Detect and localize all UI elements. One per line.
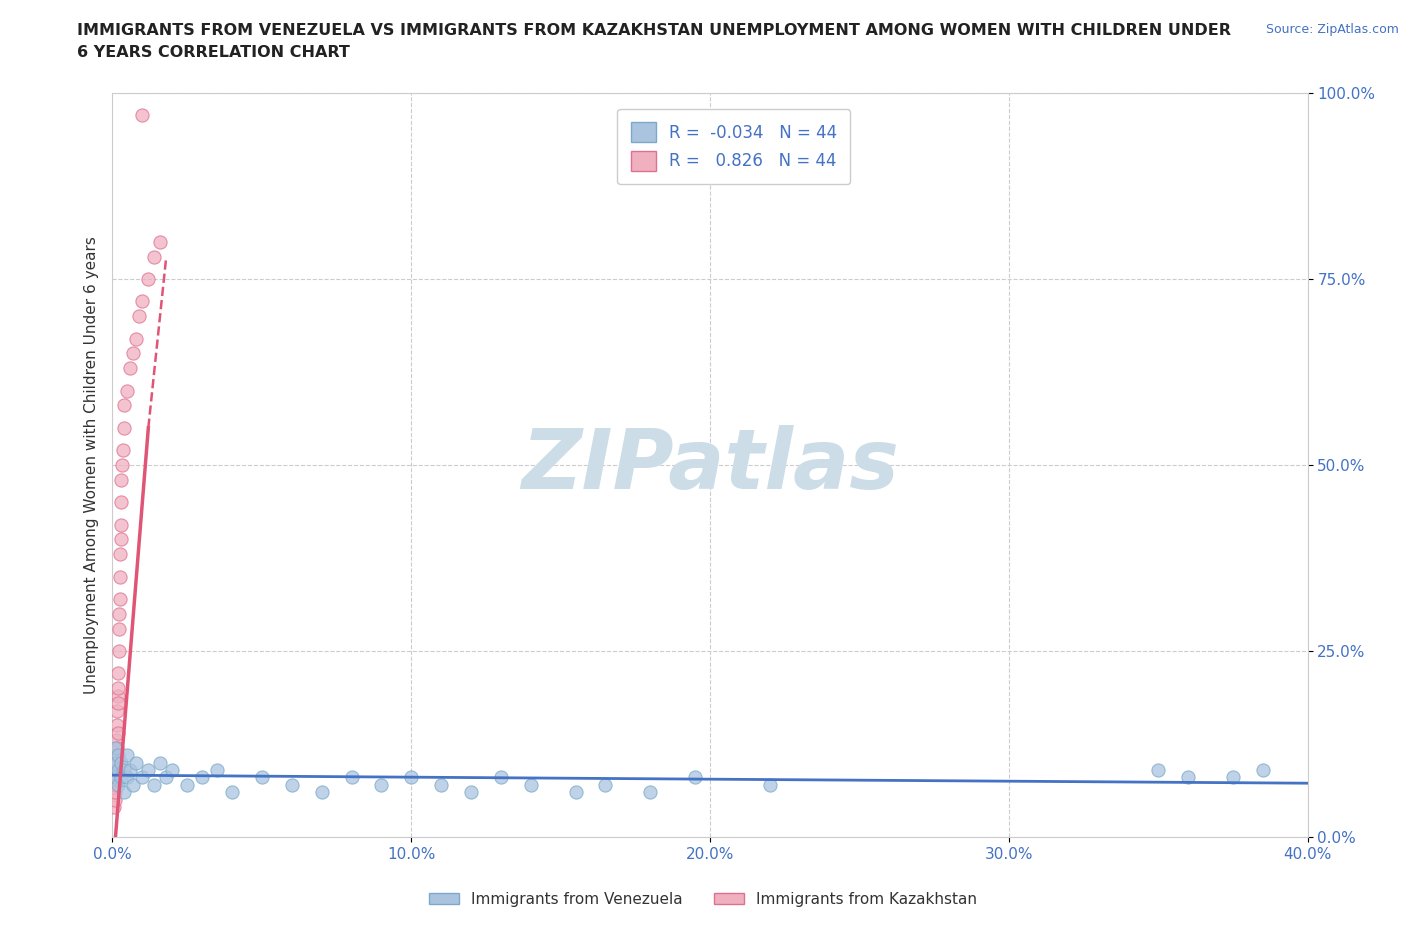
Point: [120, 361, 142, 376]
Point: [120, 763, 142, 777]
Point: [149, 234, 172, 249]
Point: [311, 785, 333, 800]
Point: [108, 621, 131, 636]
Point: [107, 681, 129, 696]
Point: [104, 785, 127, 800]
Point: [104, 770, 127, 785]
Point: [128, 309, 150, 324]
Point: [104, 755, 127, 770]
Point: [117, 383, 139, 398]
Point: [131, 108, 153, 123]
Point: [103, 785, 125, 800]
Point: [221, 785, 243, 800]
Point: [110, 532, 132, 547]
Point: [108, 569, 131, 584]
Point: [107, 777, 129, 792]
Point: [105, 770, 128, 785]
Point: [564, 785, 586, 800]
Point: [111, 458, 134, 472]
Point: [155, 770, 177, 785]
Point: [250, 770, 273, 785]
Legend: R =  -0.034   N = 44, R =   0.826   N = 44: R = -0.034 N = 44, R = 0.826 N = 44: [617, 109, 851, 184]
Point: [108, 591, 131, 606]
Legend: Immigrants from Venezuela, Immigrants from Kazakhstan: Immigrants from Venezuela, Immigrants fr…: [423, 886, 983, 913]
Point: [114, 398, 135, 413]
Point: [111, 443, 134, 458]
Point: [122, 346, 145, 361]
Point: [281, 777, 304, 792]
Point: [138, 272, 160, 286]
Point: [114, 420, 135, 435]
Point: [105, 755, 128, 770]
Point: [107, 748, 129, 763]
Point: [104, 763, 127, 777]
Point: [759, 777, 782, 792]
Point: [176, 777, 198, 792]
Point: [110, 755, 132, 770]
Point: [430, 777, 453, 792]
Point: [122, 777, 145, 792]
Text: ZIPatlas: ZIPatlas: [522, 424, 898, 506]
Point: [401, 770, 423, 785]
Point: [105, 718, 128, 733]
Text: 6 YEARS CORRELATION CHART: 6 YEARS CORRELATION CHART: [77, 45, 350, 60]
Point: [162, 763, 183, 777]
Point: [104, 777, 127, 792]
Point: [131, 294, 153, 309]
Point: [107, 696, 129, 711]
Point: [104, 770, 127, 785]
Point: [489, 770, 512, 785]
Text: IMMIGRANTS FROM VENEZUELA VS IMMIGRANTS FROM KAZAKHSTAN UNEMPLOYMENT AMONG WOMEN: IMMIGRANTS FROM VENEZUELA VS IMMIGRANTS …: [77, 23, 1232, 38]
Point: [117, 770, 139, 785]
Point: [191, 770, 214, 785]
Point: [108, 606, 131, 621]
Point: [110, 547, 132, 562]
Point: [107, 763, 129, 777]
Point: [104, 755, 127, 770]
Point: [595, 777, 617, 792]
Point: [107, 666, 129, 681]
Point: [149, 755, 172, 770]
Point: [143, 777, 166, 792]
Point: [138, 763, 160, 777]
Point: [103, 792, 125, 807]
Point: [107, 688, 129, 703]
Point: [683, 770, 706, 785]
Point: [1147, 763, 1170, 777]
Point: [107, 644, 129, 658]
Point: [1251, 763, 1274, 777]
Point: [1177, 770, 1199, 785]
Point: [103, 800, 125, 815]
Point: [114, 763, 135, 777]
Point: [340, 770, 363, 785]
Point: [117, 748, 139, 763]
Point: [125, 331, 148, 346]
Point: [107, 725, 129, 740]
Point: [520, 777, 543, 792]
Point: [131, 770, 153, 785]
Point: [105, 748, 128, 763]
Point: [105, 703, 128, 718]
Point: [110, 495, 132, 510]
Point: [104, 740, 127, 755]
Point: [110, 517, 132, 532]
Point: [114, 785, 135, 800]
Point: [640, 785, 662, 800]
Text: Source: ZipAtlas.com: Source: ZipAtlas.com: [1265, 23, 1399, 36]
Point: [125, 755, 148, 770]
Point: [370, 777, 392, 792]
Point: [105, 740, 128, 755]
Point: [110, 472, 132, 487]
Point: [110, 770, 132, 785]
Point: [460, 785, 482, 800]
Point: [1222, 770, 1244, 785]
Y-axis label: Unemployment Among Women with Children Under 6 years: Unemployment Among Women with Children U…: [83, 236, 98, 694]
Point: [143, 249, 166, 264]
Point: [205, 763, 228, 777]
Point: [105, 733, 128, 748]
